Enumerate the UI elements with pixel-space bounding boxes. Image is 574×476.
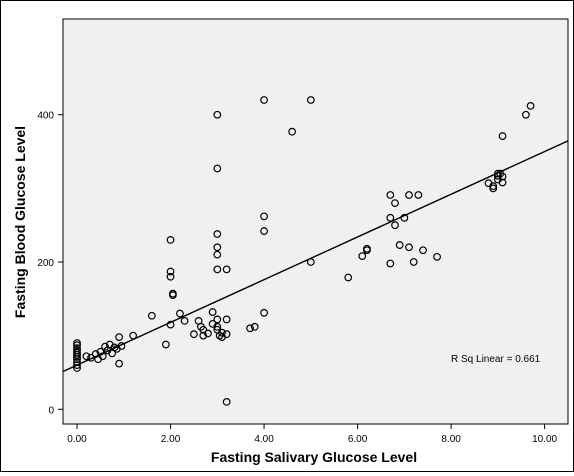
y-tick-label: 200 xyxy=(37,258,54,269)
y-tick-label: 0 xyxy=(48,405,54,416)
data-point xyxy=(199,331,208,340)
data-point xyxy=(498,178,507,187)
data-point xyxy=(204,329,212,338)
data-point xyxy=(168,291,177,300)
data-point xyxy=(433,252,441,261)
data-point xyxy=(222,398,231,406)
data-point xyxy=(166,267,175,276)
data-point xyxy=(213,322,222,331)
data-point xyxy=(222,315,231,324)
data-point xyxy=(199,325,208,334)
data-point xyxy=(493,171,502,180)
data-point xyxy=(391,221,399,230)
data-point xyxy=(129,331,138,340)
data-point xyxy=(386,213,395,222)
data-point xyxy=(73,361,81,369)
x-axis-label: Fasting Salivary Glucose Level xyxy=(211,449,417,465)
data-point xyxy=(73,339,81,347)
data-point xyxy=(489,182,498,191)
data-point xyxy=(115,333,124,342)
x-tick-label: 4.00 xyxy=(254,434,274,445)
fit-line-group xyxy=(62,140,569,373)
data-point xyxy=(213,315,222,324)
data-point xyxy=(166,272,175,281)
data-point xyxy=(213,265,222,274)
data-point xyxy=(489,184,498,193)
data-point xyxy=(73,350,81,359)
data-point xyxy=(498,172,507,181)
data-point xyxy=(98,352,107,361)
data-point xyxy=(288,127,297,136)
data-point xyxy=(147,311,156,320)
x-tick-label: 6.00 xyxy=(348,434,368,445)
data-point xyxy=(213,164,222,173)
data-point xyxy=(522,110,530,119)
x-tick-label: 10.00 xyxy=(532,434,557,445)
data-point xyxy=(73,353,81,361)
data-point xyxy=(400,213,409,222)
data-point xyxy=(96,347,105,356)
data-point xyxy=(222,265,231,274)
data-point xyxy=(419,246,427,255)
data-point xyxy=(344,273,353,282)
x-tick-label: 0.00 xyxy=(67,434,87,445)
axis-ticks: 0.00 2.00 4.00 6.00 8.00 10.00 0 200 400 xyxy=(37,111,557,445)
data-point xyxy=(414,191,423,199)
data-point xyxy=(358,252,367,261)
data-point xyxy=(213,110,222,119)
data-point xyxy=(260,227,268,235)
data-point xyxy=(405,191,413,199)
data-point xyxy=(306,258,315,266)
x-tick-label: 2.00 xyxy=(161,434,181,445)
data-point xyxy=(117,342,126,350)
data-point xyxy=(246,324,254,333)
data-point xyxy=(73,364,81,372)
data-point xyxy=(161,340,170,349)
data-point xyxy=(222,330,231,339)
y-axis-label: Fasting Blood Glucose Level xyxy=(12,126,28,318)
regression-line xyxy=(62,140,569,373)
data-point xyxy=(213,250,222,259)
data-point xyxy=(166,236,175,244)
r-squared-annotation: R Sq Linear = 0.661 xyxy=(451,354,541,365)
data-point xyxy=(386,259,395,268)
data-point xyxy=(190,330,198,339)
data-point xyxy=(180,317,189,325)
data-point xyxy=(363,246,371,255)
data-point xyxy=(82,352,91,361)
data-point xyxy=(166,320,175,329)
data-point xyxy=(260,308,268,317)
data-point xyxy=(395,241,404,249)
data-point xyxy=(526,101,535,110)
data-points xyxy=(73,96,535,406)
data-point xyxy=(306,96,315,104)
data-point xyxy=(260,96,268,104)
data-point xyxy=(73,358,81,367)
data-point xyxy=(73,341,81,350)
data-point xyxy=(213,230,222,238)
data-point xyxy=(250,322,259,331)
data-point xyxy=(409,258,418,266)
data-point xyxy=(405,243,413,252)
data-point xyxy=(260,212,268,221)
data-point xyxy=(175,309,184,318)
plot-area xyxy=(62,18,569,425)
y-tick-label: 400 xyxy=(37,111,54,122)
data-point xyxy=(391,199,399,207)
x-tick-label: 8.00 xyxy=(441,434,461,445)
data-point xyxy=(218,328,226,337)
data-point xyxy=(213,243,222,252)
data-point xyxy=(87,353,95,362)
data-point xyxy=(73,355,81,364)
data-point xyxy=(208,308,217,316)
data-point xyxy=(498,132,507,140)
data-point xyxy=(115,359,124,368)
data-point xyxy=(386,191,395,199)
